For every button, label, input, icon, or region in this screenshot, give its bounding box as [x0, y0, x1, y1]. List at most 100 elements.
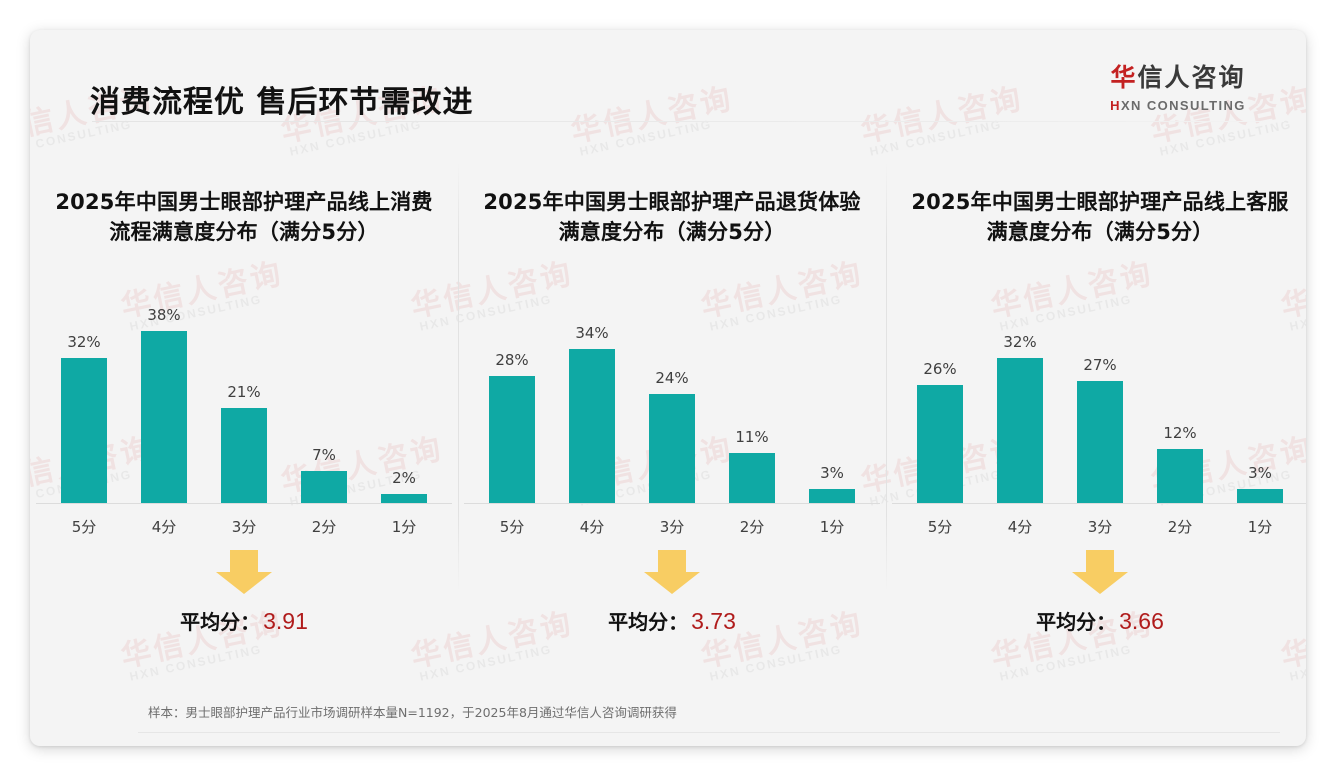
bar-value-label: 26%	[923, 360, 957, 378]
axis-tick-label: 1分	[1247, 518, 1273, 536]
bar-value-label: 28%	[495, 351, 529, 369]
bar-value-label: 24%	[655, 369, 689, 387]
chart-panel-3: 2025年中国男士眼部护理产品线上客服满意度分布（满分5分） 26% 32% 27% 1…	[886, 148, 1306, 658]
average-score-line: 平均分： 3.91	[44, 606, 444, 635]
bar-value-label: 21%	[227, 383, 261, 401]
bar-slot: 11%	[712, 303, 792, 503]
axis-tick-label: 2分	[1167, 518, 1193, 536]
bar[interactable]	[61, 358, 107, 503]
bar-slot: 34%	[552, 303, 632, 503]
bar-value-label: 3%	[820, 464, 844, 482]
average-score-label: 平均分：	[1036, 610, 1117, 634]
bar[interactable]	[649, 394, 695, 503]
bar-slot: 21%	[204, 303, 284, 503]
average-score-block: 平均分： 3.73	[472, 548, 872, 644]
bar[interactable]	[997, 358, 1043, 503]
bar[interactable]	[729, 453, 775, 503]
bar[interactable]	[1157, 449, 1203, 503]
source-footnote: 样本：男士眼部护理产品行业市场调研样本量N=1192，于2025年8月通过华信人…	[148, 705, 677, 720]
bar-slot: 32%	[44, 303, 124, 503]
axis-tick-label: 1分	[819, 518, 845, 536]
chart-panel-2: 2025年中国男士眼部护理产品退货体验满意度分布（满分5分） 28% 34% 24% 1…	[458, 148, 886, 658]
bar-value-label: 32%	[67, 333, 101, 351]
bar-slot: 3%	[1220, 303, 1300, 503]
bar[interactable]	[569, 349, 615, 503]
average-score-block: 平均分： 3.66	[900, 548, 1300, 644]
bars-container: 28% 34% 24% 11% 3%	[472, 303, 872, 503]
bar[interactable]	[809, 489, 855, 503]
bar-slot: 38%	[124, 303, 204, 503]
axis-tick-label: 3分	[659, 518, 685, 536]
average-score-value: 3.91	[263, 608, 308, 634]
bar-chart-plot: 32% 38% 21% 7% 2% 5分 4分 3分 2分 1分	[36, 278, 452, 536]
bar-value-label: 32%	[1003, 333, 1037, 351]
bar[interactable]	[1077, 381, 1123, 503]
chart-title: 2025年中国男士眼部护理产品线上消费流程满意度分布（满分5分）	[55, 190, 433, 244]
logo-chinese-text: 华信人咨询	[1088, 58, 1268, 94]
x-axis-line	[892, 503, 1306, 504]
bar-chart-plot: 28% 34% 24% 11% 3% 5分 4分 3分 2分 1分	[464, 278, 880, 536]
chart-title: 2025年中国男士眼部护理产品退货体验满意度分布（满分5分）	[483, 190, 861, 244]
bar-value-label: 27%	[1083, 356, 1117, 374]
axis-tick-label: 2分	[739, 518, 765, 536]
bar[interactable]	[1237, 489, 1283, 503]
average-score-line: 平均分： 3.73	[472, 606, 872, 635]
average-score-block: 平均分： 3.91	[44, 548, 444, 644]
axis-tick-label: 4分	[1007, 518, 1033, 536]
bar-slot: 27%	[1060, 303, 1140, 503]
down-arrow-icon	[1072, 550, 1128, 594]
bar-value-label: 7%	[312, 446, 336, 464]
header-divider	[92, 121, 1284, 122]
bar-slot: 24%	[632, 303, 712, 503]
charts-row: 2025年中国男士眼部护理产品线上消费流程满意度分布（满分5分） 32% 38% 21…	[30, 148, 1306, 658]
x-axis-tick-row: 5分 4分 3分 2分 1分	[900, 504, 1300, 537]
down-arrow-icon	[644, 550, 700, 594]
x-axis-line	[36, 503, 452, 504]
bar-slot: 3%	[792, 303, 872, 503]
axis-tick-label: 3分	[1087, 518, 1113, 536]
footnote-divider	[138, 732, 1280, 733]
bar-chart-plot: 26% 32% 27% 12% 3% 5分 4分 3分 2分 1分	[892, 278, 1306, 536]
average-score-value: 3.66	[1119, 608, 1164, 634]
average-score-label: 平均分：	[608, 610, 689, 634]
axis-tick-label: 5分	[71, 518, 97, 536]
axis-tick-label: 5分	[499, 518, 525, 536]
bar-value-label: 12%	[1163, 424, 1197, 442]
bar[interactable]	[381, 494, 427, 503]
bar-slot: 28%	[472, 303, 552, 503]
down-arrow-icon	[216, 550, 272, 594]
bars-container: 32% 38% 21% 7% 2%	[44, 303, 444, 503]
x-axis-tick-row: 5分 4分 3分 2分 1分	[44, 504, 444, 537]
axis-tick-label: 4分	[579, 518, 605, 536]
chart-title: 2025年中国男士眼部护理产品线上客服满意度分布（满分5分）	[911, 190, 1289, 244]
bar-value-label: 34%	[575, 324, 609, 342]
average-score-line: 平均分： 3.66	[900, 606, 1300, 635]
axis-tick-label: 1分	[391, 518, 417, 536]
logo-cn-rest: 信人咨询	[1137, 63, 1246, 92]
x-axis-line	[464, 503, 880, 504]
logo-english-text: HXN CONSULTING	[1088, 98, 1268, 113]
axis-tick-label: 3分	[231, 518, 257, 536]
x-axis-tick-row: 5分 4分 3分 2分 1分	[472, 504, 872, 537]
logo-en-accent: H	[1110, 98, 1121, 113]
chart-panel-1: 2025年中国男士眼部护理产品线上消费流程满意度分布（满分5分） 32% 38% 21…	[30, 148, 458, 658]
axis-tick-label: 2分	[311, 518, 337, 536]
bar-slot: 12%	[1140, 303, 1220, 503]
bar[interactable]	[301, 471, 347, 503]
average-score-label: 平均分：	[180, 610, 261, 634]
bar[interactable]	[489, 376, 535, 503]
bar[interactable]	[221, 408, 267, 503]
bar[interactable]	[141, 331, 187, 503]
average-score-value: 3.73	[691, 608, 736, 634]
axis-tick-label: 5分	[927, 518, 953, 536]
bar-value-label: 2%	[392, 469, 416, 487]
slide-header: 消费流程优 售后环节需改进 华信人咨询 HXN CONSULTING	[30, 30, 1306, 122]
axis-tick-label: 4分	[151, 518, 177, 536]
bar[interactable]	[917, 385, 963, 503]
logo-cn-accent: 华	[1110, 63, 1138, 92]
slide-card: 华信人咨询 HXN CONSULTING 华信人咨询 HXN CONSULTING华信…	[30, 30, 1306, 746]
bar-slot: 32%	[980, 303, 1060, 503]
bar-slot: 2%	[364, 303, 444, 503]
slide-footer: ©2025.10 HXR华信人咨询 www.hxrcon.com	[30, 734, 1306, 746]
bar-value-label: 38%	[147, 306, 181, 324]
